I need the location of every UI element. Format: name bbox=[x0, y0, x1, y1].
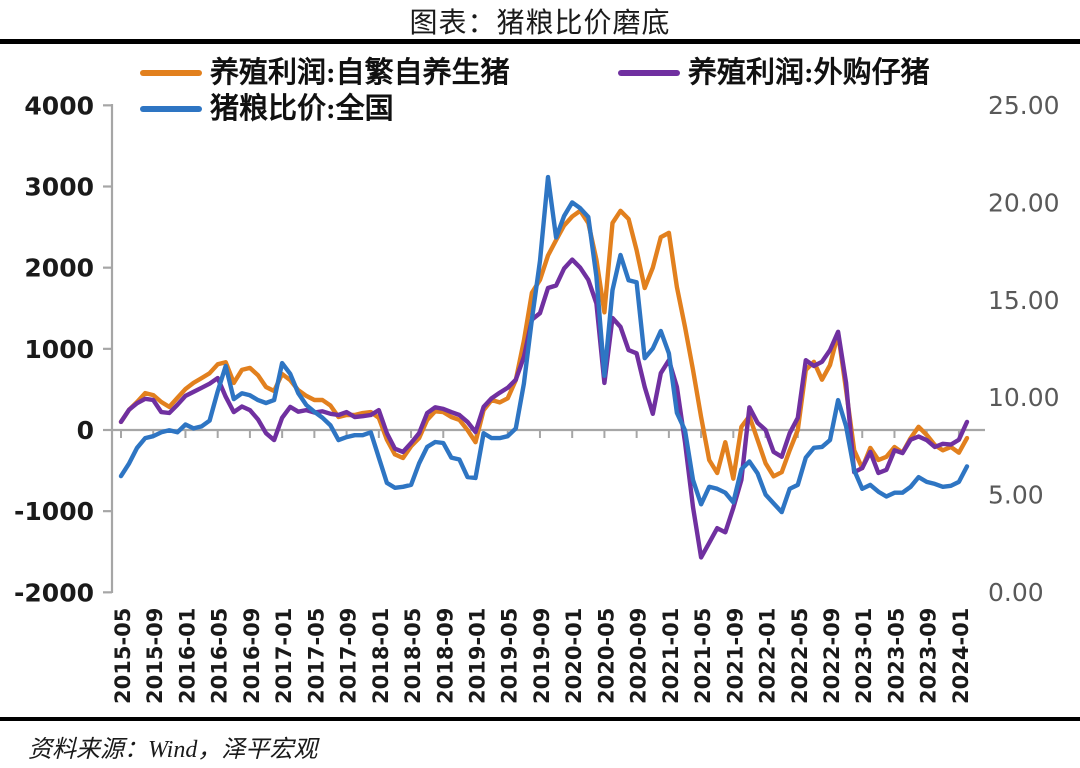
svg-text:2016-09: 2016-09 bbox=[240, 608, 264, 704]
svg-text:10.00: 10.00 bbox=[988, 383, 1060, 412]
svg-text:2016-01: 2016-01 bbox=[175, 608, 199, 704]
svg-text:2022-09: 2022-09 bbox=[820, 608, 844, 704]
legend-label: 养殖利润:自繁自养生猪 bbox=[210, 57, 510, 89]
source-text: 资料来源：Wind，泽平宏观 bbox=[28, 737, 318, 763]
svg-text:2023-01: 2023-01 bbox=[852, 608, 876, 704]
series-lines bbox=[118, 174, 970, 560]
svg-text:1000: 1000 bbox=[24, 335, 94, 364]
svg-text:-2000: -2000 bbox=[14, 578, 94, 607]
svg-text:0.00: 0.00 bbox=[988, 578, 1044, 607]
bottom-divider bbox=[0, 717, 1080, 721]
chart-title: 图表：猪粮比价磨底 bbox=[409, 8, 671, 39]
svg-text:4000: 4000 bbox=[24, 91, 94, 120]
x-axis-labels: 2015-05 2015-09 2016-01 2016-05 2016-09 2017-… bbox=[111, 608, 973, 704]
svg-text:2020-05: 2020-05 bbox=[594, 608, 618, 704]
svg-text:2016-05: 2016-05 bbox=[208, 608, 232, 704]
svg-text:2019-05: 2019-05 bbox=[498, 608, 522, 704]
svg-text:5.00: 5.00 bbox=[988, 481, 1044, 510]
svg-text:3000: 3000 bbox=[24, 173, 94, 202]
svg-text:2021-09: 2021-09 bbox=[723, 608, 747, 704]
svg-text:2022-05: 2022-05 bbox=[788, 608, 812, 704]
legend-line-blue-icon bbox=[140, 106, 202, 112]
svg-text:2018-09: 2018-09 bbox=[433, 608, 457, 704]
svg-text:2019-01: 2019-01 bbox=[466, 608, 490, 704]
legend-item-pig-grain-ratio: 猪粮比价:全国 bbox=[140, 93, 394, 125]
svg-text:2015-05: 2015-05 bbox=[111, 608, 135, 704]
svg-text:2024-01: 2024-01 bbox=[949, 608, 973, 704]
right-axis-labels: 25.00 20.00 15.00 10.00 5.00 0.00 bbox=[988, 91, 1060, 607]
svg-text:2023-09: 2023-09 bbox=[917, 608, 941, 704]
axes bbox=[103, 104, 985, 594]
legend-item-self-breeding-profit: 养殖利润:自繁自养生猪 bbox=[140, 57, 510, 89]
svg-text:2018-01: 2018-01 bbox=[369, 608, 393, 704]
svg-text:15.00: 15.00 bbox=[988, 286, 1060, 315]
series-line-2 bbox=[118, 174, 970, 515]
series-line-1 bbox=[118, 257, 970, 560]
svg-text:-1000: -1000 bbox=[14, 497, 94, 526]
legend-label: 养殖利润:外购仔猪 bbox=[688, 57, 930, 89]
svg-text:2020-01: 2020-01 bbox=[562, 608, 586, 704]
legend-line-orange-icon bbox=[140, 70, 202, 76]
svg-text:2022-01: 2022-01 bbox=[756, 608, 780, 704]
svg-text:2000: 2000 bbox=[24, 254, 94, 283]
svg-text:20.00: 20.00 bbox=[988, 188, 1060, 217]
svg-text:2017-09: 2017-09 bbox=[337, 608, 361, 704]
svg-text:2021-01: 2021-01 bbox=[659, 608, 683, 704]
svg-text:0: 0 bbox=[77, 416, 94, 445]
svg-text:2018-05: 2018-05 bbox=[401, 608, 425, 704]
svg-text:2019-09: 2019-09 bbox=[530, 608, 554, 704]
top-divider bbox=[0, 39, 1080, 44]
svg-text:25.00: 25.00 bbox=[988, 91, 1060, 120]
svg-text:2021-05: 2021-05 bbox=[691, 608, 715, 704]
legend-label: 猪粮比价:全国 bbox=[210, 93, 394, 125]
left-axis-labels: 4000 3000 2000 1000 0 -1000 -2000 bbox=[14, 91, 94, 607]
series-line-0 bbox=[118, 208, 970, 481]
svg-text:2017-01: 2017-01 bbox=[272, 608, 296, 704]
svg-text:2023-05: 2023-05 bbox=[884, 608, 908, 704]
svg-text:2015-09: 2015-09 bbox=[143, 608, 167, 704]
legend-item-purchased-piglet-profit: 养殖利润:外购仔猪 bbox=[618, 57, 930, 89]
legend-line-purple-icon bbox=[618, 70, 680, 76]
svg-text:2017-05: 2017-05 bbox=[304, 608, 328, 704]
svg-text:2020-09: 2020-09 bbox=[627, 608, 651, 704]
